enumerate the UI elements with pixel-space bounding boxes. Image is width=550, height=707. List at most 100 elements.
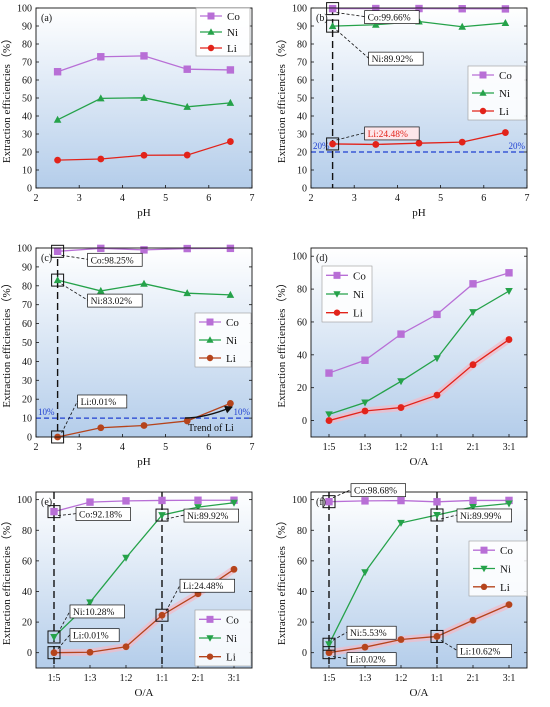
legend-label: Li [499,106,509,118]
callout-point-box [326,137,340,151]
y-tick-label: 60 [22,556,32,567]
callout-label: Li:0.01% [73,632,109,642]
data-point [53,276,62,284]
x-tick-label: 3 [77,442,82,453]
legend-label: Li [353,308,363,320]
y-tick-label: 70 [22,58,32,69]
data-point [433,391,441,399]
y-tick-label: 10 [22,166,32,177]
x-tick-label: 2 [34,193,39,204]
y-tick-label: 80 [22,526,32,537]
legend-label: Co [500,545,513,557]
x-axis-title: O/A [135,687,154,699]
panel-label: (a) [41,13,52,24]
legend: Co Ni Li [468,540,528,597]
x-tick-label: 1:3 [84,673,97,684]
legend-swatch-marker [479,107,487,115]
data-point [469,361,477,369]
y-tick-label: 40 [297,112,307,123]
data-point [226,66,235,74]
data-point [415,139,423,147]
x-tick-label: 1:1 [156,673,169,684]
data-point [397,636,405,643]
series-li [325,336,513,424]
plot-frame [310,7,528,189]
data-point [397,378,405,386]
y-axis-title: Extraction efficiencies（%） [0,33,13,163]
legend: Co Ni Li [467,65,527,121]
series-co [53,52,235,76]
series-line [328,290,510,415]
data-point [97,53,105,61]
legend-swatch-marker [333,309,341,316]
legend-swatch-marker [333,291,341,298]
threshold-label-left: 10% [38,407,55,417]
callout-label: Co:99.66% [368,14,411,24]
callout-point-box [322,646,336,660]
series-ni [53,93,235,123]
callout-box [456,508,512,523]
y-tick-label: 100 [17,4,32,15]
callout-label: Ni:5.53% [350,629,387,639]
trend-label: Trend of Li [188,423,234,434]
callout-point-box [47,505,61,519]
data-point [328,22,337,30]
y-tick-label: 20 [297,148,307,159]
x-tick-label: 1:1 [431,442,444,453]
y-tick-label: 80 [22,40,32,51]
y-tick-label: 40 [297,587,307,598]
legend-label: Co [499,70,512,82]
trend-arrow [184,405,233,419]
callout-box [69,604,125,619]
data-point [183,65,191,73]
data-point [469,309,477,317]
callout-point-box [155,508,169,522]
x-tick-label: 1:5 [323,673,336,684]
x-tick-label: 3 [352,193,357,204]
series-line [328,272,510,374]
legend-label: Ni [226,633,237,645]
data-point [372,20,380,28]
callout-point-box [326,2,340,16]
data-point [53,115,62,123]
callouts-b: Co:99.66% Ni:89.92% Li:24.48% [336,10,424,141]
callout-point-box [322,495,336,509]
data-point [183,289,191,297]
callout-leader [332,656,348,660]
data-point [122,497,130,505]
x-tick-label: 2:1 [467,673,480,684]
y-tick-label: 0 [27,184,32,195]
x-tick-label: 6 [206,193,211,204]
callout-box [77,394,128,409]
data-point [469,280,477,288]
callout-label: Co:98.68% [354,487,397,497]
callout-label: Ni:89.92% [372,55,414,65]
data-point [53,247,62,256]
panel-label: (d) [316,253,328,264]
data-point [183,151,191,159]
data-point [328,4,337,13]
y-tick-label: 0 [27,433,32,444]
data-point [469,496,477,505]
series-line [53,499,234,513]
y-tick-label: 40 [297,350,307,361]
series-ni [325,500,513,649]
callout-leader [440,514,458,520]
trend-annotation: Trend of Li [184,405,234,434]
callouts-c: Co:98.25% Ni:83.02% Li:0.01% [61,252,143,434]
callout-box [346,625,397,640]
x-tick-label: 4 [395,193,400,204]
x-tick-label: 1:3 [359,442,372,453]
y-axis-title: Extraction efficiencies（%） [275,515,288,645]
y-axis-title: Extraction efficiencies（%） [0,515,13,645]
y-tick-label: 80 [22,281,32,292]
series-line [328,499,509,503]
data-point [140,151,148,159]
data-point [361,399,369,407]
x-tick-label: 3:1 [503,673,516,684]
data-point [397,404,405,411]
data-point [397,496,405,505]
legend-swatch-marker [479,89,487,96]
callout-box [350,483,406,498]
